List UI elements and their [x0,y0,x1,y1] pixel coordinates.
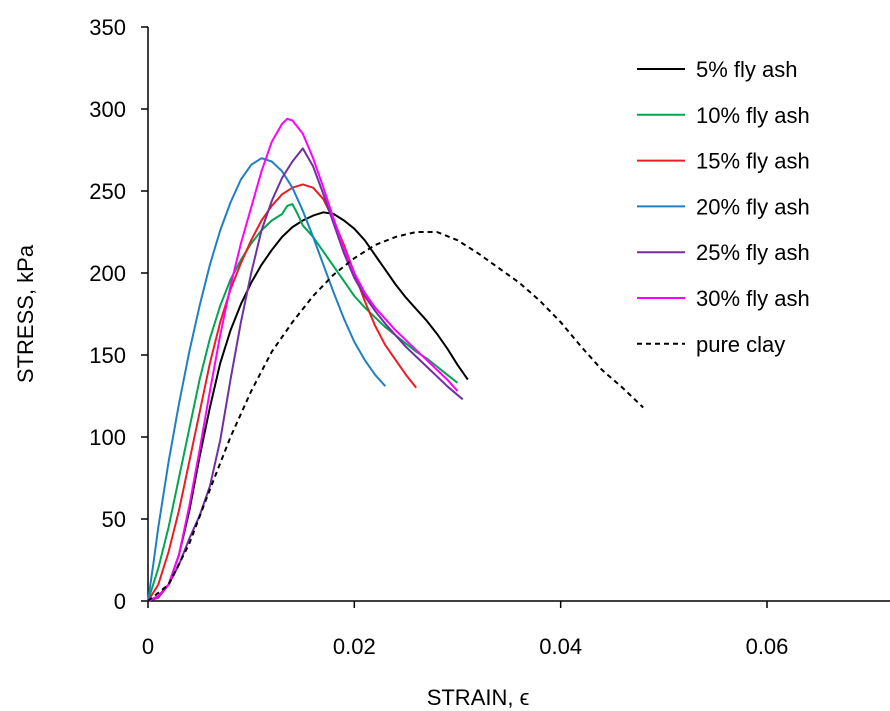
x-tick-label: 0 [142,634,154,659]
series-line-5pct-fly-ash [147,211,469,602]
x-axis-title: STRAIN, ϵ [427,685,530,710]
series-line-10pct-fly-ash [147,203,459,602]
y-tick-label: 200 [89,261,126,286]
series-line-20pct-fly-ash [147,157,387,602]
x-tick-label: 0.02 [333,634,376,659]
y-tick-label: 350 [89,15,126,40]
legend-label-pure-clay: pure clay [696,332,785,357]
x-tick-label: 0.06 [746,634,789,659]
y-tick-label: 150 [89,343,126,368]
legend: 5% fly ash 10% fly ash 15% fly ash 20% fly … [637,57,810,357]
series-layer [147,117,644,602]
y-tick-label: 0 [114,589,126,614]
legend-label-15pct-fly-ash: 15% fly ash [696,149,810,174]
series-line-pure-clay [147,231,644,602]
tick-marks [141,26,768,608]
y-tick-label: 100 [89,425,126,450]
y-tick-label: 50 [102,507,126,532]
tick-labels: 0 50 100 150 200 250 300 350 0 0.02 0.04 0.06 [89,15,788,659]
legend-label-10pct-fly-ash: 10% fly ash [696,103,810,128]
y-axis-title: STRESS, kPa [13,244,38,383]
legend-label-20pct-fly-ash: 20% fly ash [696,194,810,219]
legend-label-30pct-fly-ash: 30% fly ash [696,286,810,311]
series-line-30pct-fly-ash [147,117,459,602]
x-tick-label: 0.04 [539,634,582,659]
series-line-15pct-fly-ash [147,183,417,602]
legend-label-25pct-fly-ash: 25% fly ash [696,240,810,265]
y-tick-label: 250 [89,179,126,204]
legend-label-5pct-fly-ash: 5% fly ash [696,57,798,82]
y-tick-label: 300 [89,97,126,122]
